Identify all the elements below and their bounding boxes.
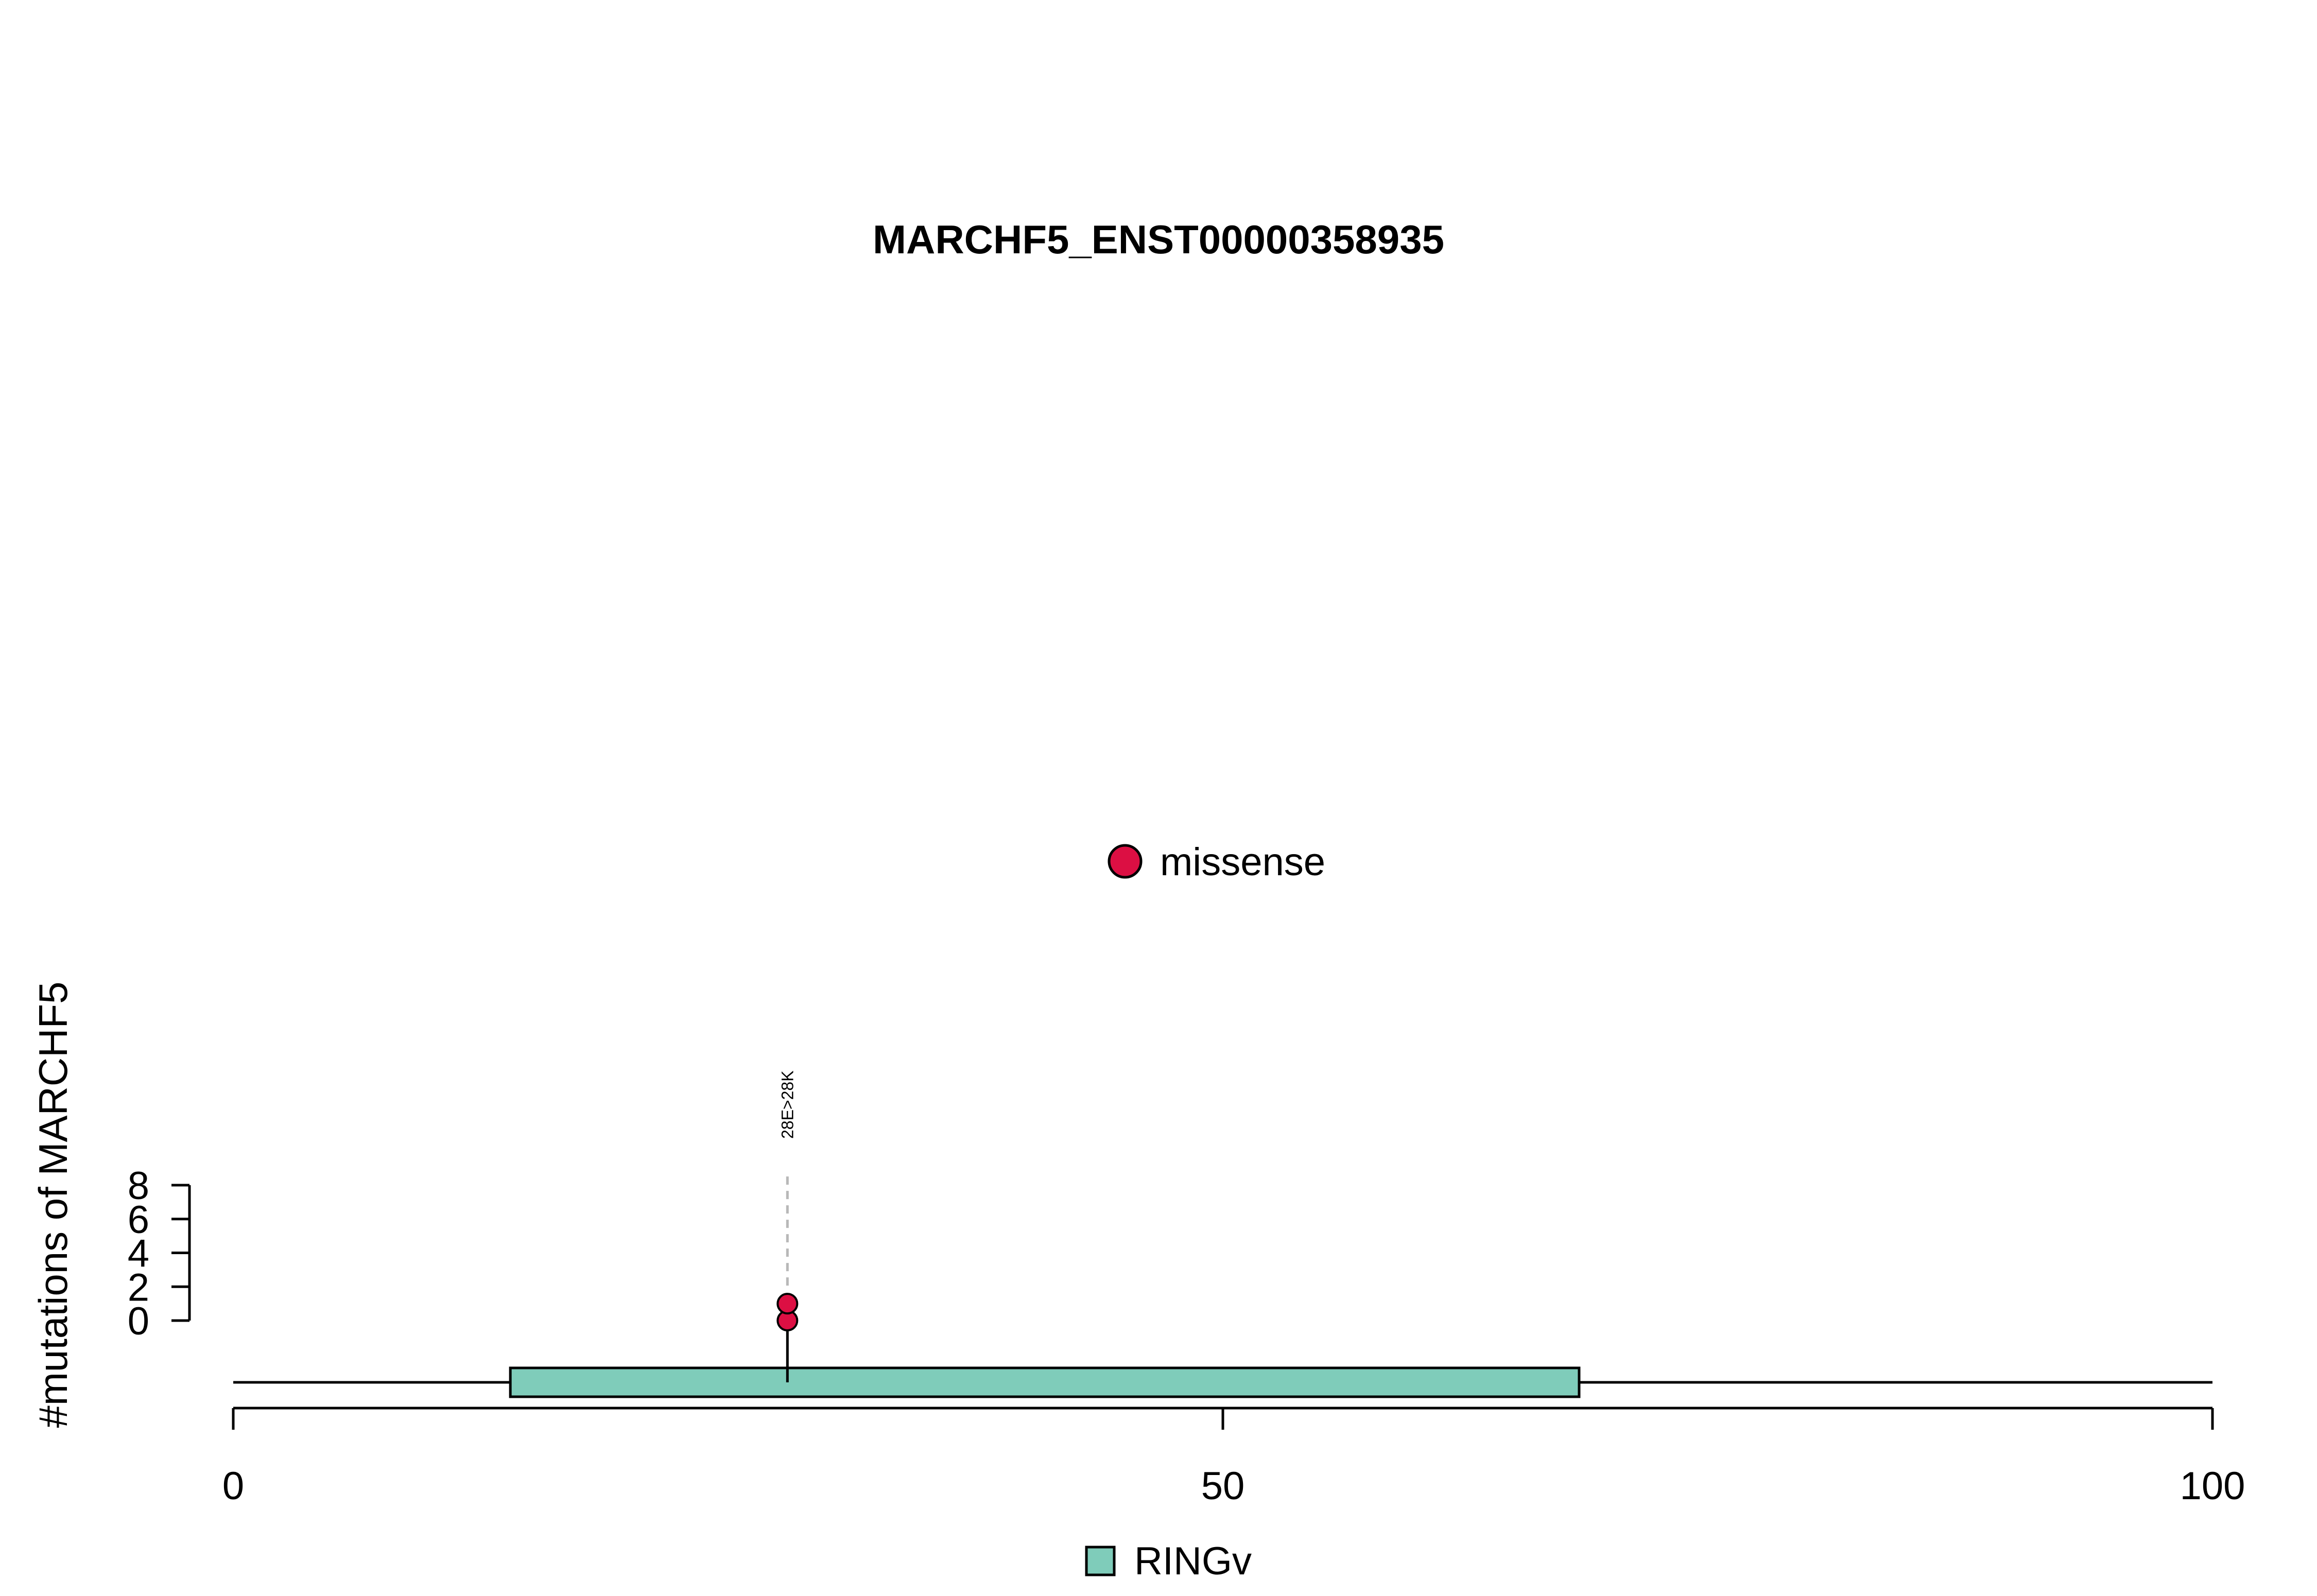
missense-legend-marker (1108, 844, 1143, 879)
y-tick-label: 2 (128, 1265, 149, 1309)
domain-legend: RINGv (1085, 1539, 1252, 1583)
y-tick-label: 4 (128, 1232, 149, 1276)
domain-ringv (509, 1366, 1581, 1398)
ringv-legend-swatch (1085, 1546, 1116, 1576)
mutation-legend: missense (1108, 840, 1325, 884)
ringv-legend-label: RINGv (1134, 1539, 1252, 1583)
x-tick-label: 0 (222, 1464, 244, 1508)
mutation-point (776, 1293, 799, 1315)
chart-title: MARCHF5_ENST00000358935 (873, 217, 1444, 262)
y-tick-label: 8 (128, 1164, 149, 1208)
missense-legend-label: missense (1160, 840, 1325, 884)
x-tick-label: 100 (2180, 1464, 2245, 1508)
x-tick-label: 50 (1201, 1464, 1245, 1508)
mutation-label: 28E>28K (778, 1070, 797, 1139)
protein-backbone-layer (233, 1366, 2212, 1398)
mutation-layer: 28E>28K (776, 1070, 799, 1382)
y-axis-label: #mutations of MARCHF5 (30, 982, 76, 1428)
y-tick-label: 0 (128, 1299, 149, 1343)
y-tick-label: 6 (128, 1198, 149, 1242)
x-axis: 0 50 100 (222, 1407, 2245, 1508)
